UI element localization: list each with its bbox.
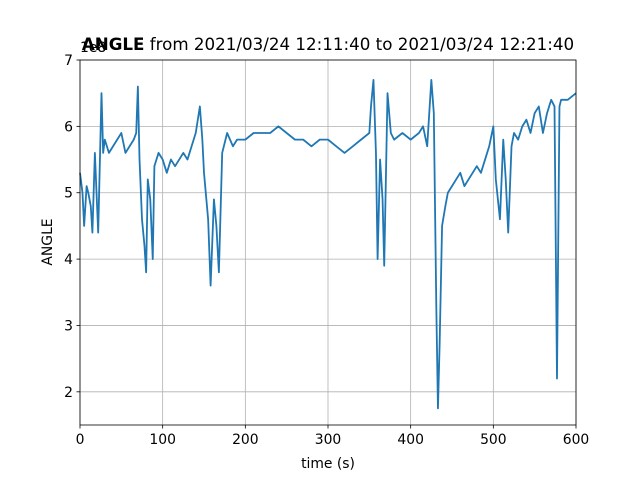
y-axis-label: ANGLE (40, 218, 56, 265)
chart-title: ANGLE from 2021/03/24 12:11:40 to 2021/0… (82, 34, 574, 54)
x-tick-label: 400 (397, 432, 424, 448)
x-tick-label: 0 (76, 432, 85, 448)
x-tick-label: 600 (563, 432, 590, 448)
plot-frame (79, 59, 577, 426)
data-line (79, 79, 577, 410)
y-tick-label: 4 (64, 252, 73, 268)
offset-text: 1e8 (80, 40, 106, 56)
x-tick-label: 200 (232, 432, 259, 448)
x-tick-label: 300 (315, 432, 342, 448)
x-tick-label: 100 (149, 432, 176, 448)
y-tick-label: 2 (64, 385, 73, 401)
y-tick-label: 7 (64, 53, 73, 69)
y-tick-label: 5 (64, 186, 73, 202)
x-axis-label: time (s) (301, 456, 355, 472)
title-rest: from 2021/03/24 12:11:40 to 2021/03/24 1… (150, 34, 574, 54)
title-bold: ANGLE (82, 34, 145, 54)
y-tick-label: 6 (64, 119, 73, 135)
x-tick-label: 500 (480, 432, 507, 448)
y-tick-label: 3 (64, 318, 73, 334)
